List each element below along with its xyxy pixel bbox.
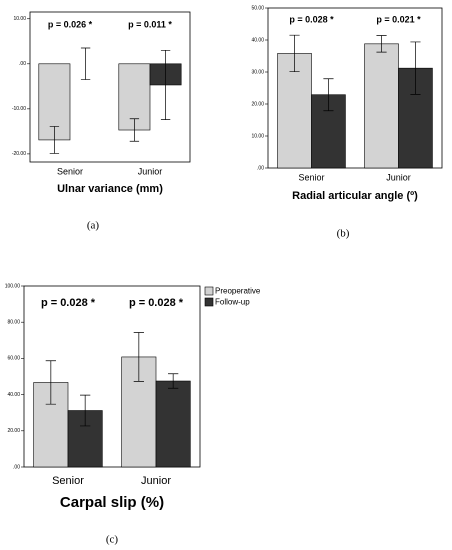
error-bar	[160, 49, 171, 121]
y-tick-label: 50.00	[251, 5, 264, 11]
error-bar	[376, 35, 387, 53]
error-bar	[80, 47, 91, 80]
legend-label: Follow-up	[215, 298, 250, 307]
annotation: p = 0.028 *	[289, 14, 334, 24]
annotation: p = 0.011 *	[128, 19, 172, 29]
x-axis-label: Ulnar variance (mm)	[57, 183, 163, 195]
x-tick-label: Junior	[141, 475, 171, 487]
y-tick-label: -20.00	[12, 151, 26, 157]
y-tick-label: 30.00	[251, 69, 264, 75]
plot-frame	[267, 7, 443, 169]
y-tick-label: .00	[13, 464, 20, 470]
error-bar	[289, 34, 300, 73]
plot-frame	[29, 11, 191, 163]
error-bar	[129, 118, 140, 142]
x-axis-label: Carpal slip (%)	[60, 494, 164, 511]
error-bar	[168, 373, 179, 389]
legend-label: Preoperative	[215, 287, 261, 296]
annotation: p = 0.021 *	[376, 14, 421, 24]
x-tick-label: Senior	[52, 475, 84, 487]
y-tick-label: -10.00	[12, 106, 26, 112]
panel-label: (c)	[106, 534, 119, 546]
y-tick-label: 80.00	[7, 320, 20, 326]
y-tick-label: 40.00	[7, 392, 20, 398]
annotation: p = 0.028 *	[41, 297, 96, 309]
y-tick-label: 60.00	[7, 356, 20, 362]
y-tick-label: 10.00	[13, 16, 26, 22]
x-tick-label: Senior	[298, 172, 324, 182]
y-tick-label: 20.00	[251, 101, 264, 107]
panel-label: (a)	[87, 220, 100, 232]
plot-frame	[23, 285, 201, 468]
panel-label: (b)	[337, 228, 350, 240]
error-bar	[45, 360, 56, 405]
y-tick-label: 10.00	[251, 133, 264, 139]
error-bar	[49, 126, 60, 154]
annotation: p = 0.028 *	[129, 297, 184, 309]
y-tick-label: .00	[257, 165, 264, 171]
y-tick-label: 100.00	[5, 283, 21, 289]
y-tick-label: 20.00	[7, 428, 20, 434]
x-tick-label: Senior	[57, 166, 83, 176]
bar	[277, 53, 312, 169]
error-bar	[323, 78, 334, 112]
annotation: p = 0.026 *	[48, 19, 93, 29]
error-bar	[80, 394, 91, 427]
x-tick-label: Junior	[386, 172, 411, 182]
x-axis-label: Radial articular angle (º)	[292, 190, 418, 202]
y-tick-label: 40.00	[251, 37, 264, 43]
bar	[364, 43, 399, 169]
legend-swatch	[204, 297, 214, 307]
error-bar	[133, 332, 144, 382]
error-bar	[410, 41, 421, 95]
x-tick-label: Junior	[138, 166, 163, 176]
y-tick-label: .00	[19, 61, 26, 67]
bar	[155, 380, 191, 468]
legend-swatch	[204, 286, 214, 296]
